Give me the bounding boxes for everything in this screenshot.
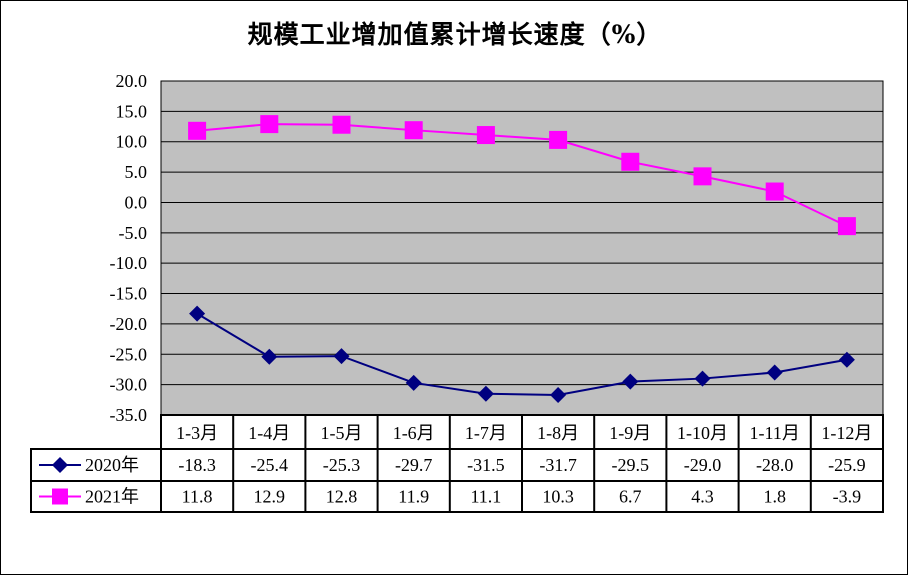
table-value: 12.9 <box>254 487 286 507</box>
table-value: -18.3 <box>178 455 216 475</box>
x-category-label: 1-11月 <box>750 423 800 443</box>
y-tick-label: 0.0 <box>125 192 148 212</box>
data-point-diamond <box>694 370 711 387</box>
x-category-label: 1-6月 <box>393 423 435 443</box>
x-category-label: 1-9月 <box>609 423 651 443</box>
y-tick-label: 5.0 <box>125 162 148 182</box>
data-point-square <box>260 115 279 134</box>
data-point-diamond <box>189 305 206 322</box>
table-value: 11.8 <box>182 487 213 507</box>
series-line-2021年 <box>197 123 848 228</box>
table-value: -3.9 <box>833 487 862 507</box>
data-point-square <box>404 121 423 140</box>
data-point-square <box>188 121 207 140</box>
y-tick-label: -5.0 <box>119 223 148 243</box>
table-value: -25.9 <box>828 455 866 475</box>
series-line-2020年 <box>196 312 848 396</box>
table-value: 6.7 <box>619 487 642 507</box>
data-point-diamond <box>477 385 494 402</box>
legend-square-icon <box>52 488 68 505</box>
data-point-square <box>332 115 351 134</box>
legend-label: 2021年 <box>85 487 139 507</box>
x-category-label: 1-4月 <box>248 423 290 443</box>
y-tick-label: -20.0 <box>110 314 148 334</box>
table-value: 11.1 <box>470 487 501 507</box>
x-category-label: 1-8月 <box>537 423 579 443</box>
table-value: 4.3 <box>691 487 714 507</box>
y-tick-label: -35.0 <box>110 405 148 425</box>
x-category-label: 1-7月 <box>465 423 507 443</box>
table-value: 12.8 <box>326 487 358 507</box>
x-category-label: 1-5月 <box>321 423 363 443</box>
y-tick-label: -30.0 <box>110 375 148 395</box>
data-point-diamond <box>261 348 278 365</box>
x-category-label: 1-10月 <box>677 423 728 443</box>
table-value: 1.8 <box>763 487 786 507</box>
chart-title: 规模工业增加值累计增长速度（%） <box>247 20 663 49</box>
x-category-label: 1-3月 <box>176 423 218 443</box>
table-value: -29.5 <box>612 455 650 475</box>
table-value: -29.7 <box>395 455 433 475</box>
table-value: -25.4 <box>251 455 289 475</box>
data-point-square <box>621 152 640 171</box>
table-value: -25.3 <box>323 455 361 475</box>
data-point-square <box>837 217 856 236</box>
x-category-label: 1-12月 <box>821 423 872 443</box>
y-tick-label: 15.0 <box>116 101 148 121</box>
data-point-square <box>693 167 712 186</box>
table-value: -29.0 <box>684 455 722 475</box>
data-point-diamond <box>622 373 639 390</box>
y-tick-label: -15.0 <box>110 284 148 304</box>
data-point-diamond <box>838 351 855 368</box>
data-point-square <box>765 182 784 201</box>
table-value: 11.9 <box>398 487 429 507</box>
data-point-diamond <box>333 348 350 365</box>
data-point-square <box>476 126 495 145</box>
y-tick-label: 10.0 <box>116 132 148 152</box>
data-point-diamond <box>405 374 422 391</box>
table-value: -28.0 <box>756 455 794 475</box>
data-point-diamond <box>550 386 567 403</box>
y-tick-label: 20.0 <box>116 71 148 91</box>
data-point-square <box>549 130 568 149</box>
y-tick-label: -10.0 <box>110 253 148 273</box>
table-value: -31.5 <box>467 455 505 475</box>
legend-diamond-icon <box>52 457 68 473</box>
legend-label: 2020年 <box>85 455 139 475</box>
y-tick-label: -25.0 <box>110 344 148 364</box>
table-value: 10.3 <box>542 487 574 507</box>
data-point-diamond <box>766 364 783 381</box>
table-value: -31.7 <box>539 455 577 475</box>
